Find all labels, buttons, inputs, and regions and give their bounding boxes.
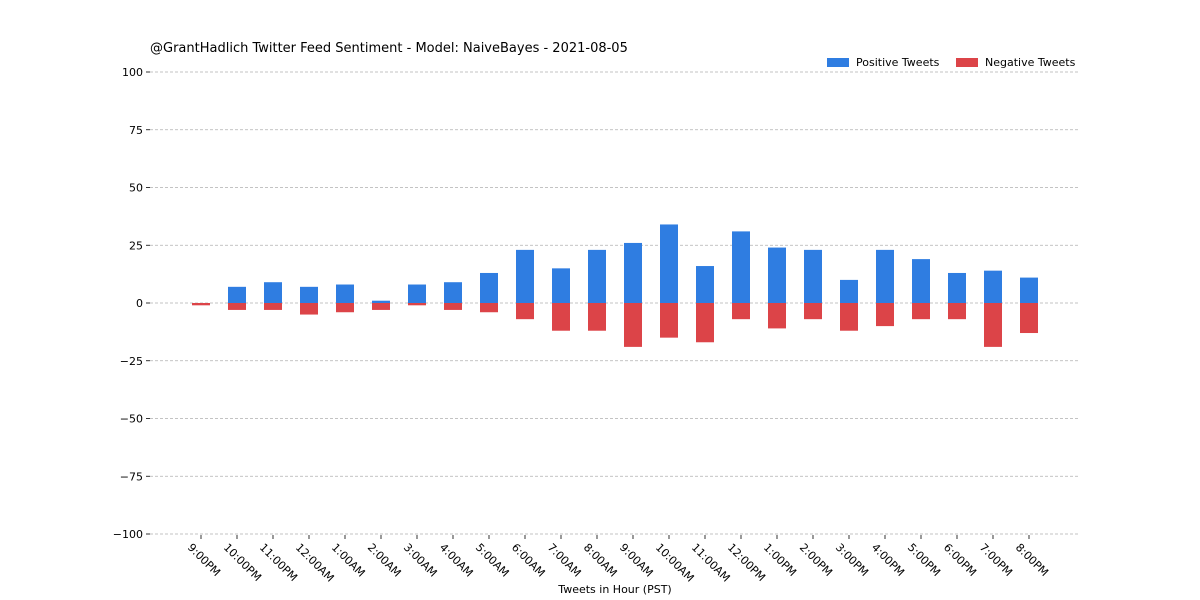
x-tick-label: 3:00PM <box>833 541 871 579</box>
y-tick-label: 100 <box>122 66 143 79</box>
negative-bar <box>372 303 390 310</box>
positive-bar <box>732 231 750 303</box>
x-tick-label: 6:00PM <box>941 541 979 579</box>
positive-bar <box>336 284 354 303</box>
x-tick-label: 5:00AM <box>473 541 512 580</box>
x-tick-label: 6:00AM <box>509 541 548 580</box>
positive-bar <box>696 266 714 303</box>
y-axis: 100 75 50 25 0 −25 −50 −75 −100 <box>113 66 150 541</box>
negative-bar <box>912 303 930 320</box>
positive-bar <box>948 272 966 303</box>
x-tick-label: 3:00AM <box>401 541 440 580</box>
positive-bar <box>804 249 822 303</box>
positive-bar <box>984 270 1002 303</box>
positive-bar <box>588 249 606 303</box>
grid-layer <box>150 71 1080 535</box>
positive-bar <box>444 282 462 303</box>
x-tick-label: 4:00PM <box>869 541 907 579</box>
negative-bar <box>300 303 318 315</box>
y-tick-label: −25 <box>120 355 143 368</box>
x-tick-label: 4:00AM <box>437 541 476 580</box>
negative-bar <box>840 303 858 331</box>
y-tick-label: 0 <box>136 297 143 310</box>
positive-bar <box>840 279 858 303</box>
negative-bar <box>804 303 822 320</box>
chart-title: @GrantHadlich Twitter Feed Sentiment - M… <box>150 41 628 56</box>
negative-bar <box>516 303 534 320</box>
x-tick-label: 8:00AM <box>581 541 620 580</box>
positive-bar <box>480 272 498 303</box>
legend-negative-swatch <box>956 58 978 67</box>
negative-bar <box>948 303 966 320</box>
x-tick-label: 12:00AM <box>293 541 337 585</box>
x-tick-label: 5:00PM <box>905 541 943 579</box>
x-tick-label: 10:00PM <box>221 541 264 584</box>
x-tick-label: 9:00AM <box>617 541 656 580</box>
positive-bar <box>264 282 282 303</box>
y-tick-label: −100 <box>113 528 143 541</box>
negative-bar <box>264 303 282 310</box>
negative-bar <box>336 303 354 313</box>
y-tick-label: −50 <box>120 413 143 426</box>
negative-bar <box>444 303 462 310</box>
negative-bar <box>1020 303 1038 334</box>
legend-positive-label: Positive Tweets <box>856 56 940 69</box>
negative-bar <box>408 303 426 306</box>
legend-negative-label: Negative Tweets <box>985 56 1076 69</box>
positive-bar <box>408 284 426 303</box>
negative-bar <box>768 303 786 329</box>
x-axis: 9:00PM10:00PM11:00PM12:00AM1:00AM2:00AM3… <box>185 535 1051 585</box>
positive-bar <box>876 249 894 303</box>
y-tick-label: 25 <box>129 239 143 252</box>
x-tick-label: 9:00PM <box>185 541 223 579</box>
y-tick-label: 50 <box>129 182 143 195</box>
y-tick-label: 75 <box>129 124 143 137</box>
positive-bar <box>624 242 642 303</box>
positive-bar <box>372 300 390 303</box>
x-tick-label: 2:00PM <box>797 541 835 579</box>
negative-bar <box>732 303 750 320</box>
y-tick-label: −75 <box>120 470 143 483</box>
positive-bar <box>552 268 570 303</box>
legend-positive-swatch <box>827 58 849 67</box>
positive-bar <box>768 247 786 303</box>
x-tick-label: 7:00PM <box>977 541 1015 579</box>
x-tick-label: 11:00PM <box>257 541 300 584</box>
negative-bar <box>984 303 1002 347</box>
positive-bar <box>912 259 930 303</box>
positive-bar <box>660 224 678 303</box>
negative-bar <box>552 303 570 331</box>
negative-bar <box>588 303 606 331</box>
negative-bar <box>480 303 498 313</box>
negative-bar <box>660 303 678 338</box>
positive-bar <box>300 286 318 303</box>
negative-bar <box>624 303 642 347</box>
x-tick-label: 2:00AM <box>365 541 404 580</box>
bars <box>192 224 1038 347</box>
legend: Positive Tweets Negative Tweets <box>827 56 1076 69</box>
x-tick-label: 12:00PM <box>725 541 768 584</box>
negative-bar <box>876 303 894 327</box>
positive-bar <box>1020 277 1038 303</box>
negative-bar <box>696 303 714 343</box>
positive-bar <box>516 249 534 303</box>
x-axis-label: Tweets in Hour (PST) <box>557 583 671 596</box>
x-tick-label: 8:00PM <box>1013 541 1051 579</box>
positive-bar <box>228 286 246 303</box>
x-tick-label: 7:00AM <box>545 541 584 580</box>
negative-bar <box>192 303 210 306</box>
negative-bar <box>228 303 246 310</box>
x-tick-label: 10:00AM <box>653 541 697 585</box>
x-tick-label: 11:00AM <box>689 541 733 585</box>
